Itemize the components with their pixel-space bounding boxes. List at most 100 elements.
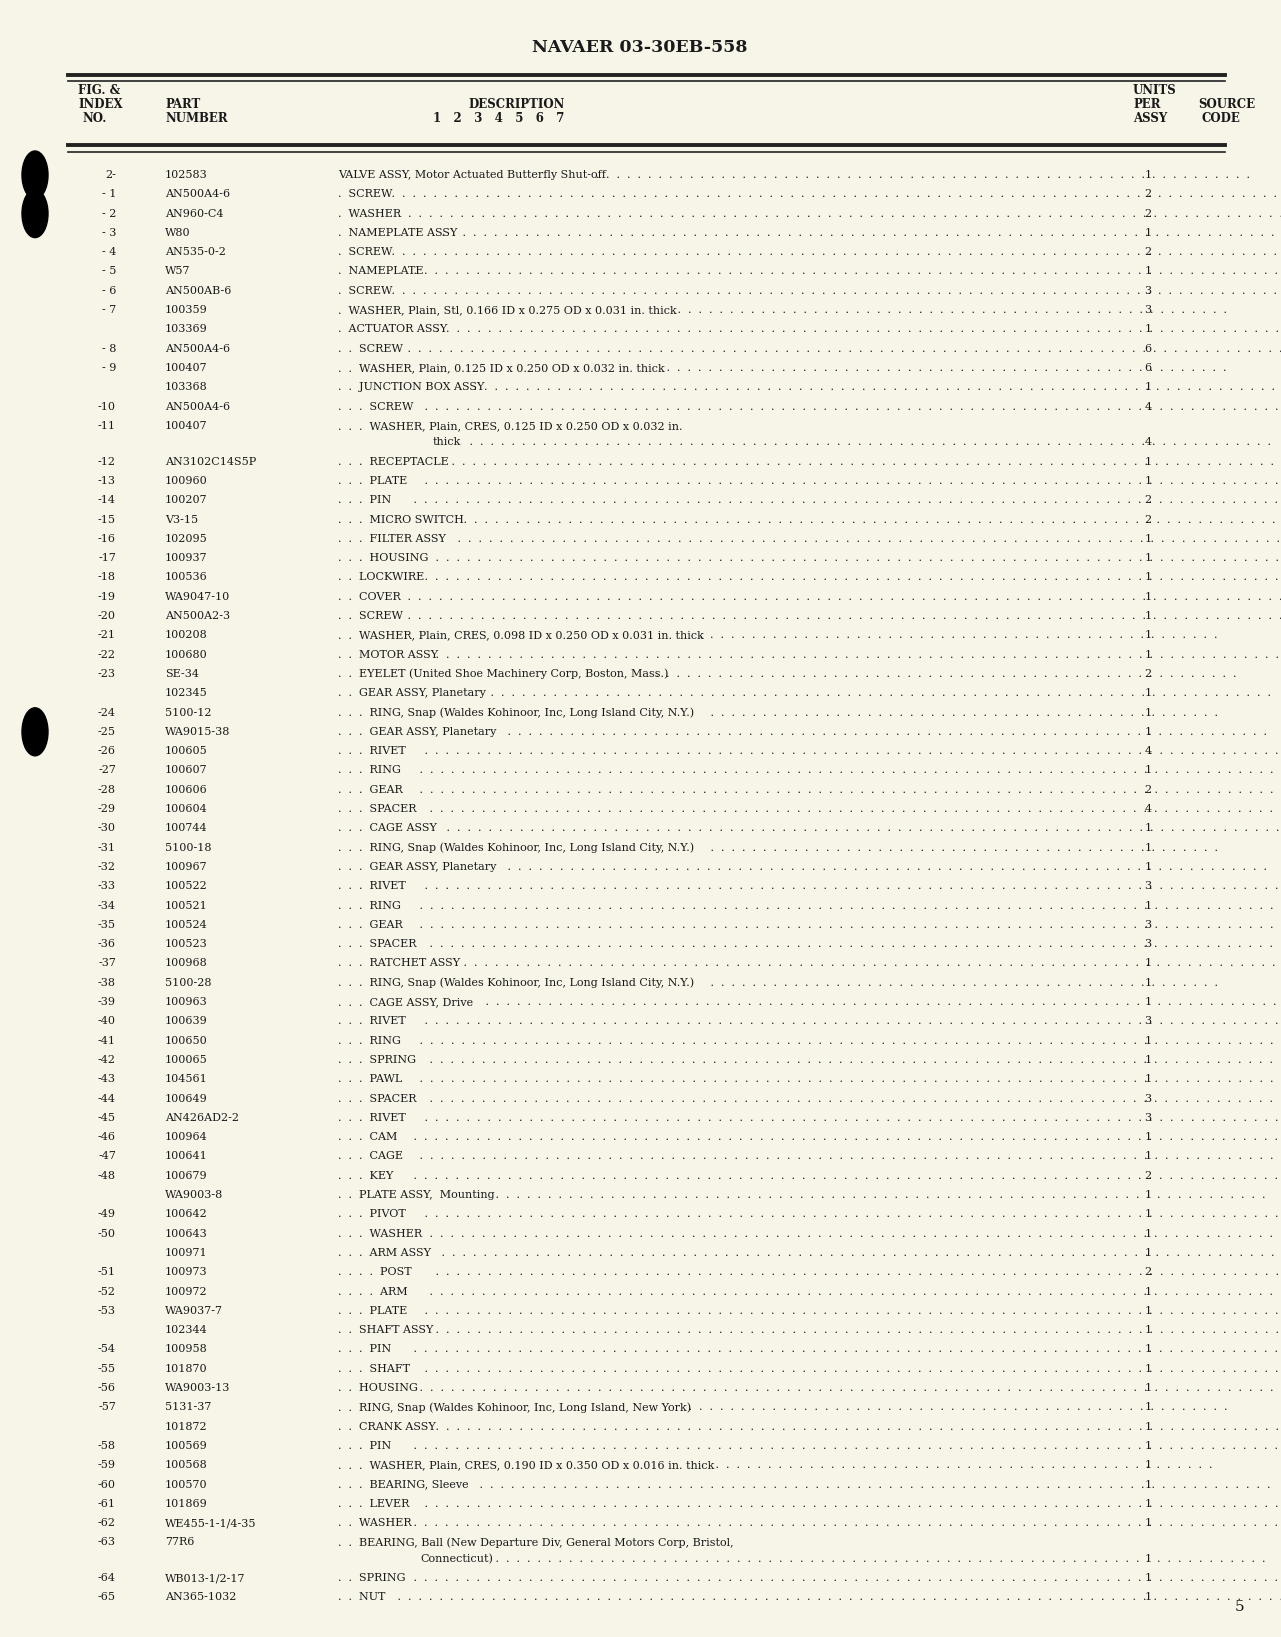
Text: 4: 4 <box>1144 804 1152 814</box>
Text: SE-34: SE-34 <box>165 670 199 679</box>
Text: .  .  .  .  .  .  .  .  .  .  .  .  .  .  .  .  .  .  .  .  .  .  .  .  .  .  . : . . . . . . . . . . . . . . . . . . . . … <box>503 863 1269 873</box>
Text: 103368: 103368 <box>165 383 208 393</box>
Text: 1: 1 <box>1144 630 1152 640</box>
Text: .  .  .  SPACER: . . . SPACER <box>338 804 416 814</box>
Text: 100407: 100407 <box>165 421 208 431</box>
Text: 100744: 100744 <box>165 823 208 833</box>
Text: 1: 1 <box>1144 1460 1152 1470</box>
Text: .  .  .  PLATE: . . . PLATE <box>338 476 407 486</box>
Text: 1: 1 <box>1144 611 1152 620</box>
Text: 1: 1 <box>1144 573 1152 583</box>
Text: 1: 1 <box>1144 1593 1152 1603</box>
Text: 100607: 100607 <box>165 766 208 776</box>
Text: 101869: 101869 <box>165 1499 208 1509</box>
Text: .  .  SPRING: . . SPRING <box>338 1573 406 1583</box>
Text: 1: 1 <box>1144 1573 1152 1583</box>
Text: .  .  .  .  .  .  .  .  .  .  .  .  .  .  .  .  .  .  .  .  .  .  .  .  .  .  . : . . . . . . . . . . . . . . . . . . . . … <box>460 958 1278 969</box>
Text: .  .  .  .  .  .  .  .  .  .  .  .  .  .  .  .  .  .  .  .  .  .  .  .  .  .  . : . . . . . . . . . . . . . . . . . . . . … <box>421 401 1281 411</box>
Text: -39: -39 <box>99 997 117 1007</box>
Text: 100523: 100523 <box>165 940 208 949</box>
Text: .  .  .  .  .  .  .  .  .  .  .  .  .  .  .  .  .  .  .  .  .  .  .  .  .  .  . : . . . . . . . . . . . . . . . . . . . . … <box>393 208 1281 219</box>
Text: .  SCREW: . SCREW <box>338 286 392 296</box>
Text: 1: 1 <box>1144 977 1152 987</box>
Text: 1: 1 <box>1144 1517 1152 1527</box>
Text: 1: 1 <box>1144 900 1152 910</box>
Text: .  .  .  .  .  .  .  .  .  .  .  .  .  .  .  .  .  .  .  .  .  .  .  .  .  .  . : . . . . . . . . . . . . . . . . . . . . … <box>421 1499 1281 1509</box>
Text: .  .  .  LEVER: . . . LEVER <box>338 1499 410 1509</box>
Text: .  .  .  RING, Snap (Waldes Kohinoor, Inc, Long Island City, N.Y.): . . . RING, Snap (Waldes Kohinoor, Inc, … <box>338 843 694 853</box>
Text: -30: -30 <box>99 823 117 833</box>
Text: .  .  .  .  .  .  .  .  .  .  .  .  .  .  .  .  .  .  .  .  .  .  .  .  .  .  . : . . . . . . . . . . . . . . . . . . . . … <box>410 1170 1281 1180</box>
Text: 100680: 100680 <box>165 650 208 660</box>
Text: .  .  GEAR ASSY, Planetary: . . GEAR ASSY, Planetary <box>338 688 485 699</box>
Text: .  .  COVER: . . COVER <box>338 591 401 602</box>
Text: .  .  .  .  .  .  .  .  .  .  .  .  .  .  .  .  .  .  .  .  .  .  .  .  .  .  . : . . . . . . . . . . . . . . . . . . . . … <box>421 881 1281 891</box>
Text: .  .  .  .  .  .  .  .  .  .  .  .  .  .  .  .  .  .  .  .  .  .  .  .  .  .  . : . . . . . . . . . . . . . . . . . . . . … <box>432 650 1281 660</box>
Text: -21: -21 <box>99 630 117 640</box>
Text: .  ACTUATOR ASSY: . ACTUATOR ASSY <box>338 324 447 334</box>
Text: 100937: 100937 <box>165 553 208 563</box>
Text: .  SCREW: . SCREW <box>338 247 392 257</box>
Text: 5100-18: 5100-18 <box>165 843 211 853</box>
Text: 1: 1 <box>1144 997 1152 1007</box>
Text: -12: -12 <box>99 457 117 467</box>
Text: .  .  .  .  .  .  .  .  .  .  .  .  .  .  .  .  .  .  .  .  .  .  .  .  .  .  . : . . . . . . . . . . . . . . . . . . . . … <box>470 383 1278 393</box>
Text: .  .  .  MICRO SWITCH: . . . MICRO SWITCH <box>338 514 464 524</box>
Text: .  .  .  ARM ASSY: . . . ARM ASSY <box>338 1247 430 1257</box>
Text: 100967: 100967 <box>165 863 208 873</box>
Text: 3: 3 <box>1144 286 1152 296</box>
Text: 100968: 100968 <box>165 958 208 969</box>
Text: .  .  .  .  .  .  .  .  .  .  .  .  .  .  .  .  .  .  .  .  .  .  .  .  .  .  . : . . . . . . . . . . . . . . . . . . . . … <box>421 1210 1281 1220</box>
Text: 101870: 101870 <box>165 1364 208 1373</box>
Text: -18: -18 <box>99 573 117 583</box>
Text: ASSY: ASSY <box>1132 111 1167 124</box>
Text: -19: -19 <box>99 591 117 602</box>
Text: 1: 1 <box>1144 1133 1152 1143</box>
Text: 2: 2 <box>1144 670 1152 679</box>
Text: 5100-12: 5100-12 <box>165 707 211 717</box>
Text: .  .  .  .  .  .  .  .  .  .  .  .  .  .  .  .  .  .  .  .  .  .  .  .  .  .  . : . . . . . . . . . . . . . . . . . . . . … <box>438 228 1281 237</box>
Text: .  .  .  .  .  .  .  .  .  .  .  .  .  .  .  .  .  .  .  .  .  .  .  .  .  .  . : . . . . . . . . . . . . . . . . . . . . … <box>410 267 1281 277</box>
Text: .  .  .  GEAR ASSY, Planetary: . . . GEAR ASSY, Planetary <box>338 727 496 737</box>
Text: - 1: - 1 <box>101 190 117 200</box>
Text: 1: 1 <box>1144 170 1152 180</box>
Text: WE455-1-1/4-35: WE455-1-1/4-35 <box>165 1517 256 1527</box>
Text: .  .  .  WASHER, Plain, CRES, 0.125 ID x 0.250 OD x 0.032 in.: . . . WASHER, Plain, CRES, 0.125 ID x 0.… <box>338 421 683 431</box>
Text: .  .  .  RIVET: . . . RIVET <box>338 746 406 756</box>
Text: .  .  .  .  .  .  .  .  .  .  .  .  .  .  .  .  .  .  .  .  .  .  .  .  .  .  . : . . . . . . . . . . . . . . . . . . . . … <box>707 707 1222 717</box>
Text: 102583: 102583 <box>165 170 208 180</box>
Text: .  .  LOCKWIRE: . . LOCKWIRE <box>338 573 424 583</box>
Text: -32: -32 <box>99 863 117 873</box>
Text: .  .  .  .  .  .  .  .  .  .  .  .  .  .  .  .  .  .  .  .  .  .  .  .  .  .  . : . . . . . . . . . . . . . . . . . . . . … <box>432 1324 1281 1336</box>
Text: WB013-1/2-17: WB013-1/2-17 <box>165 1573 246 1583</box>
Text: - 2: - 2 <box>101 208 117 219</box>
Text: -38: -38 <box>99 977 117 987</box>
Text: .  .  WASHER, Plain, CRES, 0.098 ID x 0.250 OD x 0.031 in. thick: . . WASHER, Plain, CRES, 0.098 ID x 0.25… <box>338 630 703 640</box>
Text: .  .  .  PIN: . . . PIN <box>338 1344 391 1354</box>
Text: -45: -45 <box>99 1113 117 1123</box>
Text: .  .  .  SCREW: . . . SCREW <box>338 401 414 411</box>
Text: - 5: - 5 <box>101 267 117 277</box>
Text: 100643: 100643 <box>165 1229 208 1239</box>
Text: WA9015-38: WA9015-38 <box>165 727 231 737</box>
Text: AN500A4-6: AN500A4-6 <box>165 401 231 411</box>
Text: 2: 2 <box>1144 1170 1152 1180</box>
Text: 100649: 100649 <box>165 1094 208 1103</box>
Text: -24: -24 <box>99 707 117 717</box>
Text: .  .  .  RING, Snap (Waldes Kohinoor, Inc, Long Island City, N.Y.): . . . RING, Snap (Waldes Kohinoor, Inc, … <box>338 707 694 717</box>
Text: .  .  .  .  .  .  .  .  .  .  .  .  .  .  .  .  .  .  .  .  .  .  .  .  .  .  . : . . . . . . . . . . . . . . . . . . . . … <box>492 1554 1269 1563</box>
Text: AN365-1032: AN365-1032 <box>165 1593 237 1603</box>
Text: 1: 1 <box>1144 707 1152 717</box>
Text: .  .  .  .  .  .  .  .  .  .  .  .  .  .  .  .  .  .  .  .  .  .  .  .  .  .  . : . . . . . . . . . . . . . . . . . . . . … <box>696 630 1221 640</box>
Text: .  .  .  RING: . . . RING <box>338 1036 401 1046</box>
Text: 3: 3 <box>1144 1017 1152 1026</box>
Text: .  .  SHAFT ASSY: . . SHAFT ASSY <box>338 1324 433 1336</box>
Text: WA9037-7: WA9037-7 <box>165 1306 223 1316</box>
Text: 3: 3 <box>1144 881 1152 891</box>
Text: .  .  .  RING: . . . RING <box>338 900 401 910</box>
Text: 1: 1 <box>1144 591 1152 602</box>
Text: .  .  .  .  .  .  .  .  .  .  .  .  .  .  .  .  .  .  .  .  .  .  .  .  .  .  . : . . . . . . . . . . . . . . . . . . . . … <box>405 591 1281 602</box>
Text: thick: thick <box>433 437 461 447</box>
Text: .  .  .  CAGE ASSY: . . . CAGE ASSY <box>338 823 437 833</box>
Text: .  .  .  .  .  .  .  .  .  .  .  .  .  .  .  .  .  .  .  .  .  .  .  .  .  .  . : . . . . . . . . . . . . . . . . . . . . … <box>421 573 1281 583</box>
